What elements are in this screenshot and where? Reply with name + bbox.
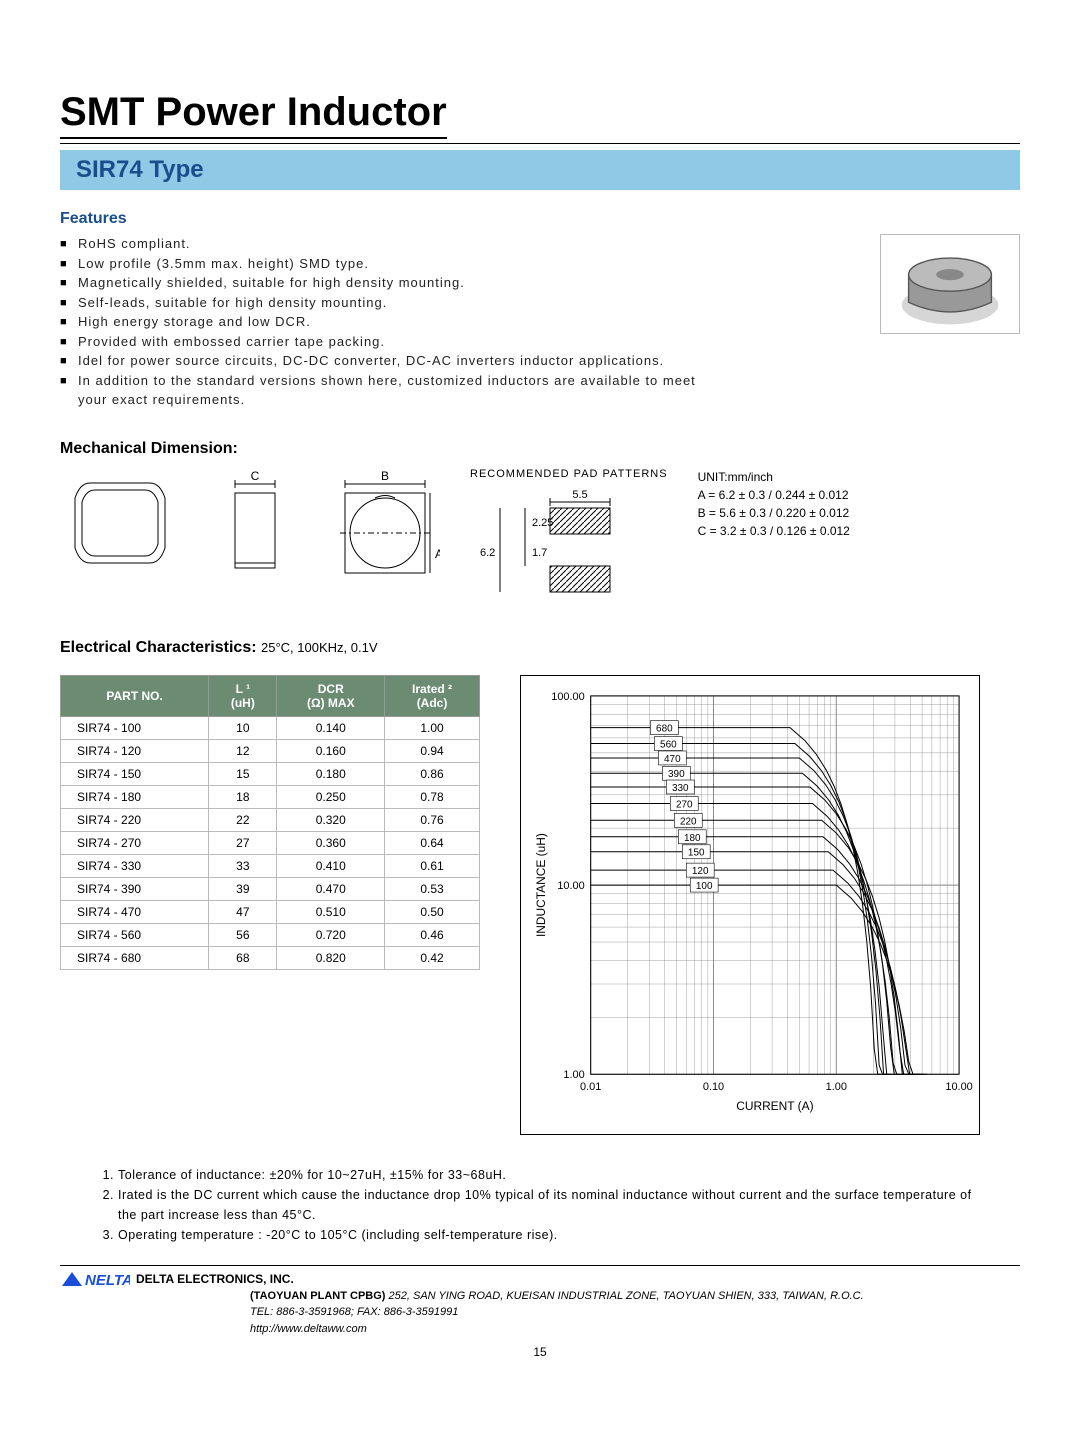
svg-text:100.00: 100.00 (551, 690, 584, 702)
features-list: RoHS compliant.Low profile (3.5mm max. h… (60, 234, 700, 410)
footer-tel: TEL: 886-3-3591968; FAX: 886-3-3591991 (250, 1306, 458, 1318)
svg-text:180: 180 (684, 832, 701, 843)
svg-text:10.00: 10.00 (557, 880, 584, 892)
footer-plant: (TAOYUAN PLANT CPBG) (250, 1290, 385, 1302)
table-row: SIR74 - 150150.1800.86 (61, 762, 480, 785)
table-row: SIR74 - 270270.3600.64 (61, 831, 480, 854)
side-c-drawing: C (210, 468, 300, 581)
table-row: SIR74 - 560560.7200.46 (61, 923, 480, 946)
dim-unit: UNIT:mm/inch (698, 468, 850, 486)
svg-text:120: 120 (692, 866, 709, 877)
svg-text:0.10: 0.10 (703, 1081, 724, 1093)
feature-item: Idel for power source circuits, DC-DC co… (78, 351, 700, 371)
note-item: Operating temperature : -20°C to 105°C (… (118, 1225, 980, 1245)
svg-text:2.25: 2.25 (532, 517, 553, 529)
feature-item: Self-leads, suitable for high density mo… (78, 293, 700, 313)
svg-text:680: 680 (656, 723, 673, 734)
elec-content: PART NO.L ¹(uH)DCR(Ω) MAXIrated ²(Adc) S… (60, 675, 1020, 1135)
svg-text:10.00: 10.00 (945, 1081, 972, 1093)
table-row: SIR74 - 220220.3200.76 (61, 808, 480, 831)
svg-text:NELTA: NELTA (85, 1272, 130, 1288)
top-ba-drawing: B A (330, 468, 440, 591)
svg-text:6.2: 6.2 (480, 547, 495, 559)
elec-heading: Electrical Characteristics: 25°C, 100KHz… (60, 639, 1020, 657)
svg-text:5.5: 5.5 (572, 489, 587, 501)
product-image (880, 234, 1020, 334)
dim-c-label: C (251, 469, 260, 483)
table-header: DCR(Ω) MAX (277, 675, 385, 716)
table-row: SIR74 - 390390.4700.53 (61, 877, 480, 900)
svg-text:470: 470 (664, 753, 681, 764)
company-name: DELTA ELECTRONICS, INC. (136, 1272, 294, 1286)
features-heading: Features (60, 210, 1020, 228)
table-row: SIR74 - 470470.5100.50 (61, 900, 480, 923)
title-bar: SMT Power Inductor (60, 90, 1020, 144)
outline-drawing (60, 468, 180, 578)
table-row: SIR74 - 680680.8200.42 (61, 946, 480, 969)
mech-diagrams: C B A RECOMMENDED PAD PATTERNS 5.5 (60, 468, 1020, 609)
notes-list: Tolerance of inductance: ±20% for 10~27u… (60, 1165, 1020, 1245)
svg-text:220: 220 (680, 816, 697, 827)
pad-pattern-block: RECOMMENDED PAD PATTERNS 5.5 2.25 6.2 1.… (470, 468, 668, 609)
footer-url: http://www.deltaww.com (250, 1323, 367, 1335)
feature-item: High energy storage and low DCR. (78, 312, 700, 332)
dimension-notes: UNIT:mm/inch A = 6.2 ± 0.3 / 0.244 ± 0.0… (698, 468, 850, 540)
saturation-chart: 0.01 0.10 1.00 10.00 1.00 10.00 100.00 CURRENT … (520, 675, 980, 1135)
type-banner: SIR74 Type (60, 150, 1020, 190)
footer-addr-line: 252, SAN YING ROAD, KUEISAN INDUSTRIAL Z… (389, 1290, 864, 1302)
svg-text:B: B (381, 469, 389, 483)
feature-item: RoHS compliant. (78, 234, 700, 254)
svg-text:1.00: 1.00 (563, 1069, 584, 1081)
features-block: RoHS compliant.Low profile (3.5mm max. h… (60, 234, 1020, 410)
svg-text:390: 390 (668, 769, 685, 780)
table-row: SIR74 - 180180.2500.78 (61, 785, 480, 808)
svg-text:560: 560 (660, 739, 677, 750)
delta-logo-icon: NELTA (60, 1270, 130, 1288)
table-header: L ¹(uH) (209, 675, 277, 716)
mech-heading: Mechanical Dimension: (60, 440, 1020, 458)
footer-logo-line: NELTA DELTA ELECTRONICS, INC. (60, 1270, 1020, 1288)
dim-a: A = 6.2 ± 0.3 / 0.244 ± 0.012 (698, 486, 850, 504)
feature-item: Magnetically shielded, suitable for high… (78, 273, 700, 293)
svg-text:270: 270 (676, 799, 693, 810)
dim-c: C = 3.2 ± 0.3 / 0.126 ± 0.012 (698, 522, 850, 540)
note-item: Irated is the DC current which cause the… (118, 1185, 980, 1225)
pad-label: RECOMMENDED PAD PATTERNS (470, 468, 668, 480)
dim-b: B = 5.6 ± 0.3 / 0.220 ± 0.012 (698, 504, 850, 522)
page-number: 15 (60, 1345, 1020, 1359)
svg-text:0.01: 0.01 (580, 1081, 601, 1093)
table-header: PART NO. (61, 675, 209, 716)
table-row: SIR74 - 100100.1401.00 (61, 716, 480, 739)
footer-address: (TAOYUAN PLANT CPBG) 252, SAN YING ROAD,… (60, 1288, 1020, 1338)
svg-text:100: 100 (696, 881, 713, 892)
spec-table: PART NO.L ¹(uH)DCR(Ω) MAXIrated ²(Adc) S… (60, 675, 480, 970)
table-header: Irated ²(Adc) (385, 675, 480, 716)
table-row: SIR74 - 330330.4100.61 (61, 854, 480, 877)
svg-text:150: 150 (688, 847, 705, 858)
svg-text:1.7: 1.7 (532, 547, 547, 559)
table-row: SIR74 - 120120.1600.94 (61, 739, 480, 762)
footer: NELTA DELTA ELECTRONICS, INC. (TAOYUAN P… (60, 1265, 1020, 1338)
svg-text:1.00: 1.00 (826, 1081, 847, 1093)
svg-text:INDUCTANCE (uH): INDUCTANCE (uH) (534, 833, 548, 937)
feature-item: Low profile (3.5mm max. height) SMD type… (78, 254, 700, 274)
svg-text:CURRENT (A): CURRENT (A) (736, 1099, 813, 1113)
note-item: Tolerance of inductance: ±20% for 10~27u… (118, 1165, 980, 1185)
elec-conditions: 25°C, 100KHz, 0.1V (261, 640, 378, 655)
svg-text:330: 330 (672, 782, 689, 793)
feature-item: In addition to the standard versions sho… (78, 371, 700, 410)
svg-text:A: A (435, 547, 440, 561)
feature-item: Provided with embossed carrier tape pack… (78, 332, 700, 352)
elec-head-text: Electrical Characteristics: (60, 639, 257, 656)
page-title: SMT Power Inductor (60, 90, 447, 139)
